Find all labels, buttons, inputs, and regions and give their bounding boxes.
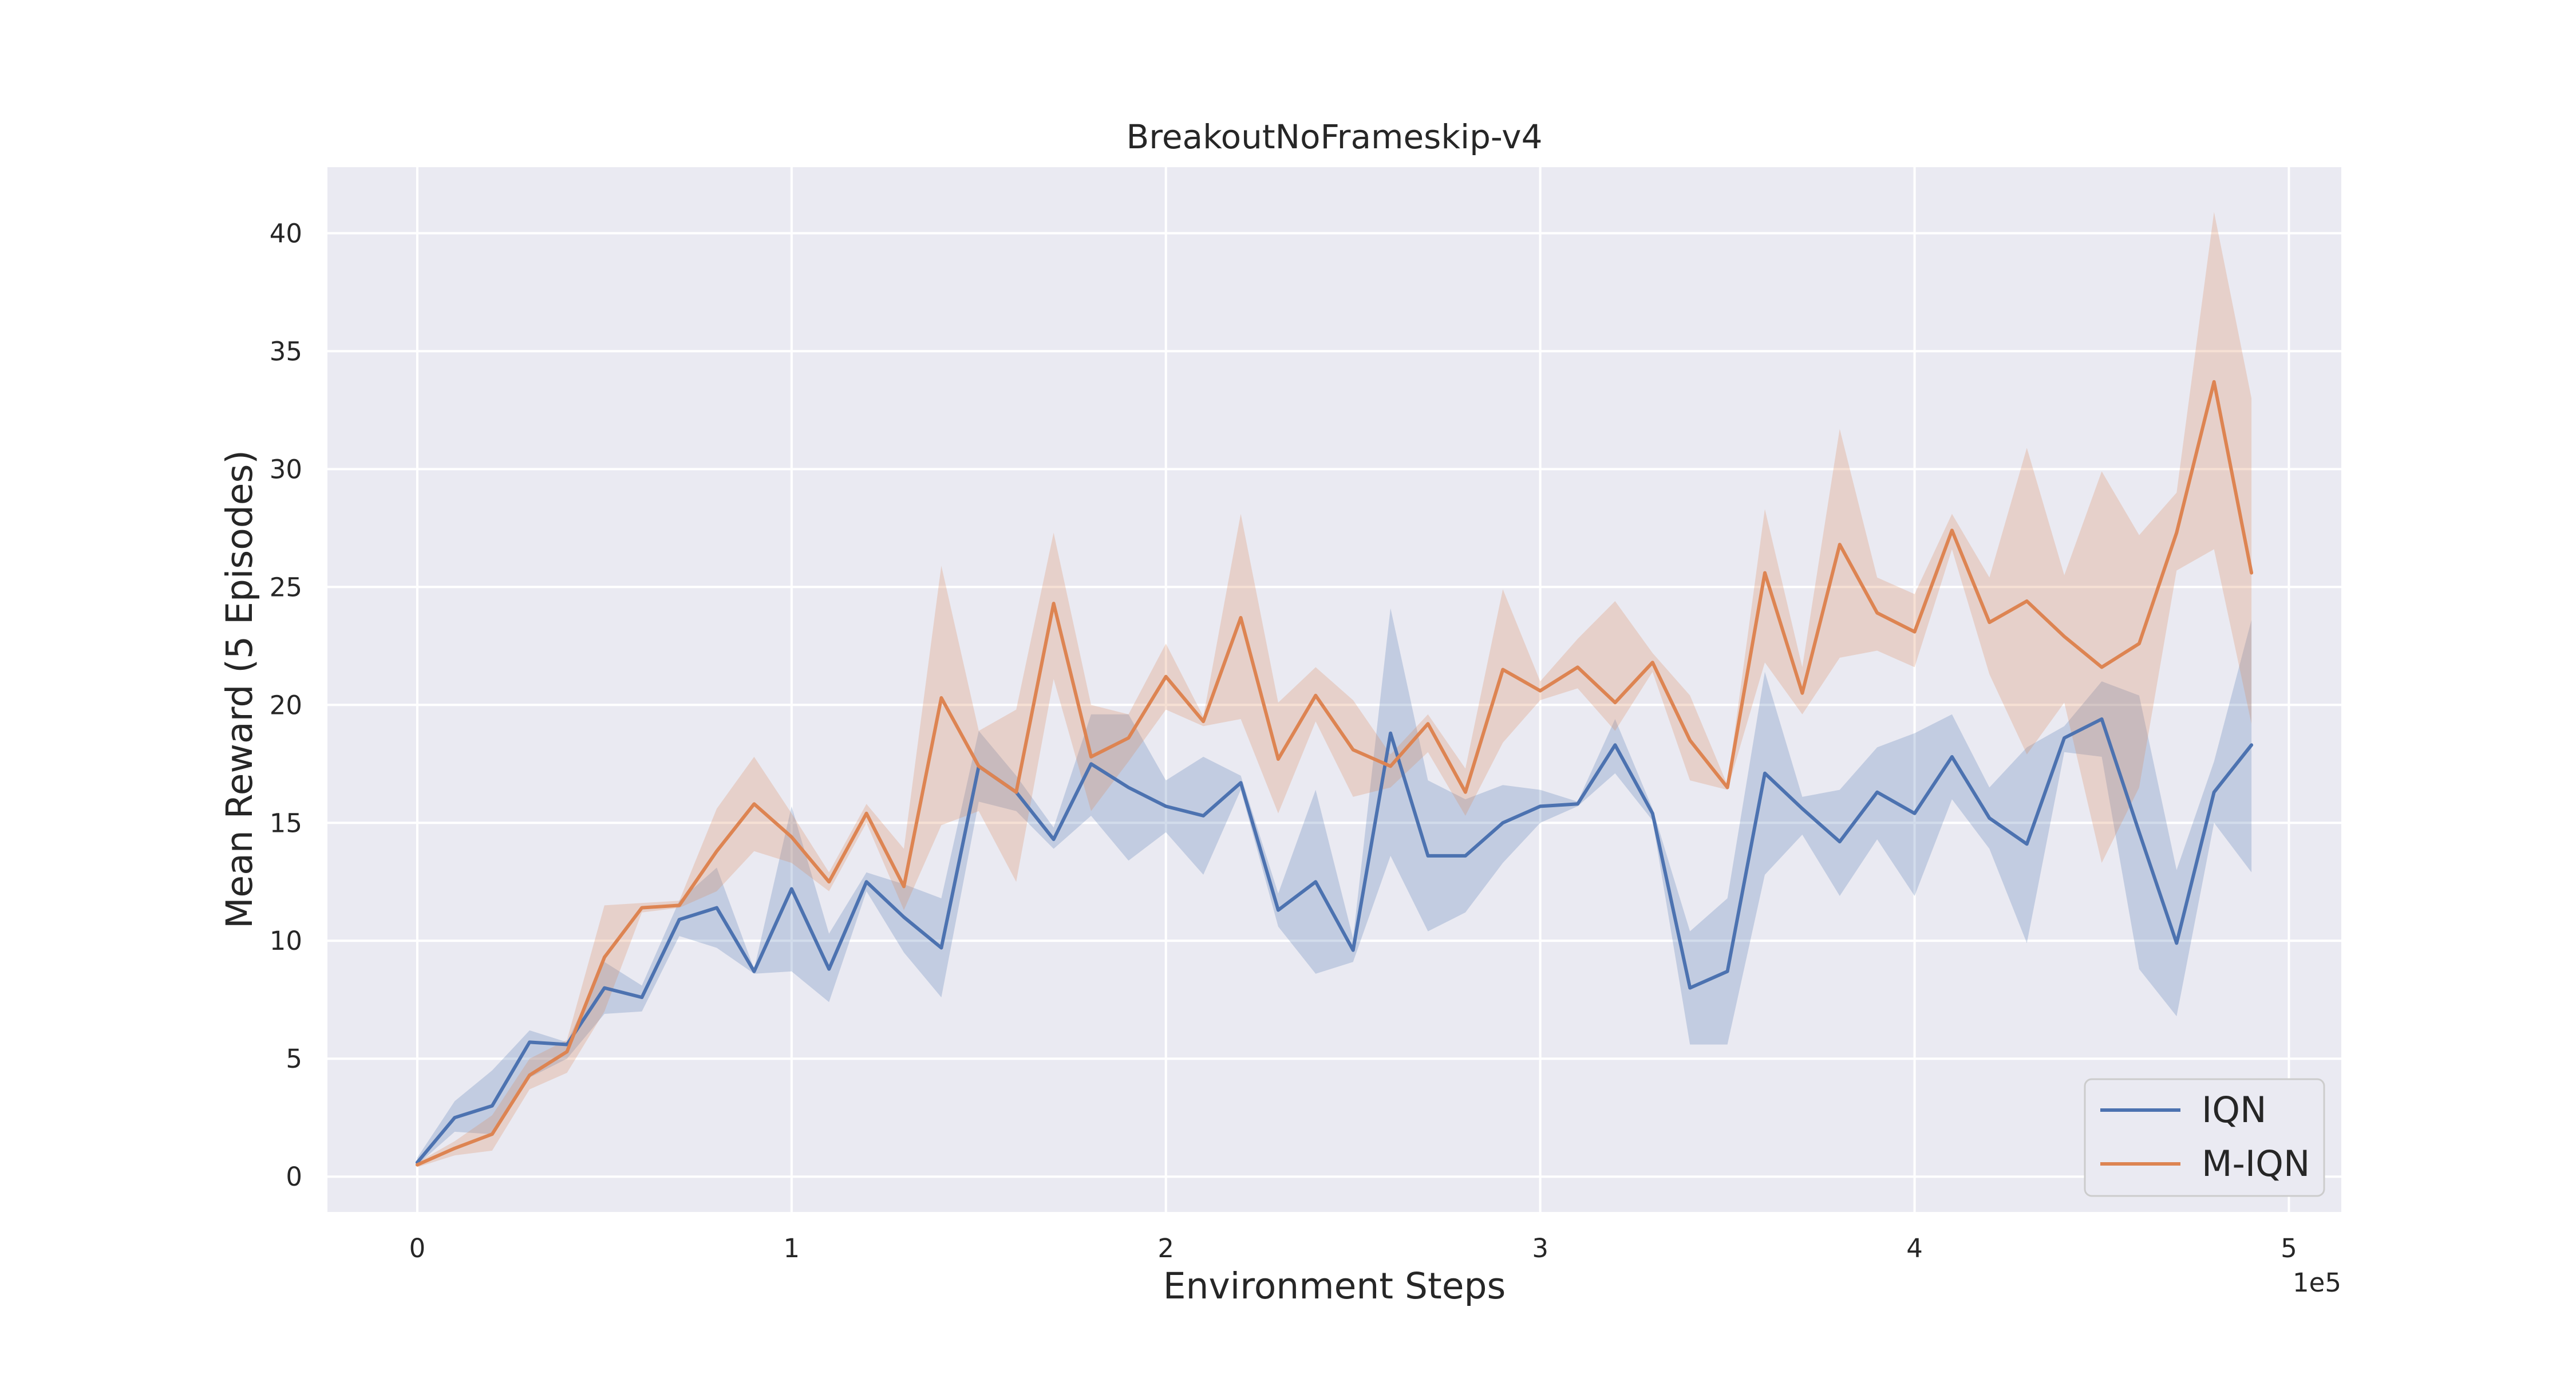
x-axis-label: Environment Steps — [1163, 1265, 1506, 1307]
x-tick-label: 1 — [784, 1233, 800, 1264]
x-tick-label: 0 — [409, 1233, 426, 1264]
y-tick-label: 35 — [270, 336, 302, 366]
line-iqn — [415, 717, 2254, 1164]
legend-label-m-iqn: M-IQN — [2202, 1143, 2310, 1185]
legend-label-iqn: IQN — [2202, 1089, 2266, 1131]
grid — [327, 167, 2341, 1212]
x-tick-label: 2 — [1157, 1233, 1174, 1264]
series-lines — [415, 380, 2254, 1167]
x-offset-label: 1e5 — [2293, 1268, 2341, 1298]
plot-background — [327, 167, 2341, 1212]
band-m-iqn — [417, 212, 2252, 1167]
y-tick-label: 5 — [286, 1044, 302, 1074]
legend: IQN M-IQN — [2084, 1078, 2325, 1197]
y-tick-label: 40 — [270, 218, 302, 248]
y-tick-label: 0 — [286, 1162, 302, 1192]
confidence-bands — [417, 212, 2252, 1167]
y-tick-label: 10 — [270, 926, 302, 956]
chart-title: BreakoutNoFrameskip-v4 — [1126, 117, 1542, 156]
line-m-iqn — [415, 380, 2254, 1167]
y-tick-label: 15 — [270, 808, 302, 838]
y-tick-label: 30 — [270, 454, 302, 484]
x-tick-label: 5 — [2281, 1233, 2297, 1264]
x-tick-label: 3 — [1532, 1233, 1548, 1264]
y-tick-label: 25 — [270, 572, 302, 602]
x-tick-label: 4 — [1906, 1233, 1923, 1264]
band-iqn — [417, 608, 2252, 1165]
y-axis-label: Mean Reward (5 Episodes) — [219, 450, 260, 929]
y-tick-label: 20 — [270, 690, 302, 720]
x-tick-labels: 0 1 2 3 4 5 — [409, 1233, 2297, 1264]
y-tick-labels: 0 5 10 15 20 25 30 35 40 — [270, 218, 302, 1192]
